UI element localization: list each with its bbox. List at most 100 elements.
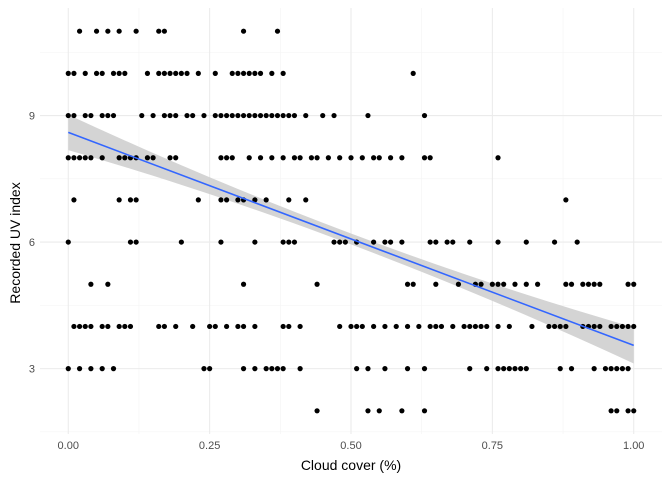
data-point [444,239,450,245]
data-point [161,112,167,119]
data-point [240,28,247,34]
data-point [314,155,320,161]
data-point [631,408,637,414]
data-point [218,197,224,203]
data-point [195,197,201,203]
x-tick-label: 0.00 [58,440,79,452]
data-point [286,197,292,203]
data-point [88,112,94,119]
data-point [495,323,501,330]
data-point [257,112,264,119]
data-point [240,70,247,76]
data-point [133,28,139,34]
data-point [110,112,117,119]
data-point [619,323,626,330]
data-point [150,112,156,119]
data-point [359,323,365,330]
data-point [88,281,94,287]
data-point [591,281,597,287]
data-point [342,239,348,245]
data-point [291,155,298,161]
data-point [161,70,167,76]
data-point [551,239,558,245]
data-point [65,239,71,245]
data-point [229,155,235,161]
data-point [99,155,105,161]
data-point [354,323,360,330]
data-point [201,366,207,372]
data-point [167,155,173,161]
data-point [82,323,88,330]
data-point [201,112,207,119]
data-point [274,28,281,34]
data-point [382,323,388,330]
data-point [563,197,569,203]
data-point [257,155,264,161]
data-point [246,112,252,119]
data-point [376,408,382,414]
data-point [99,112,105,119]
data-point [218,155,224,161]
y-axis-title: Recorded UV index [7,182,23,303]
data-point [218,239,224,245]
data-point [495,155,501,161]
data-point [608,366,614,372]
data-point [156,323,162,330]
data-point [291,112,298,119]
data-point [308,155,315,161]
data-point [122,155,128,161]
data-point [597,323,603,330]
data-point [224,155,230,161]
data-point [224,197,230,203]
data-point [229,70,235,76]
data-point [348,155,354,161]
data-point [501,281,507,287]
data-point [269,112,275,119]
data-point [252,197,258,203]
data-point [224,112,230,119]
data-point [65,155,71,161]
data-point [518,366,524,372]
data-point [71,155,77,161]
data-point [257,70,264,76]
data-point [512,281,518,287]
data-point [421,408,428,414]
data-point [337,239,343,245]
data-point [591,366,597,372]
data-point [478,281,484,287]
data-point [523,366,529,372]
data-point [427,155,433,161]
data-point [127,239,134,245]
y-tick-label: 3 [29,364,35,376]
data-point [235,197,241,203]
data-point [161,28,167,34]
data-point [240,112,247,119]
data-point [563,323,569,330]
data-point [331,239,337,245]
data-point [133,197,139,203]
data-point [614,323,620,330]
data-point [173,112,179,119]
data-point [365,112,371,119]
x-tick-label: 1.00 [623,440,644,452]
data-point [240,323,247,330]
data-point [88,323,94,330]
data-point [602,366,609,372]
data-point [438,323,445,330]
data-point [99,323,105,330]
data-point [337,155,343,161]
data-point [580,281,586,287]
data-point [156,28,162,34]
data-point [410,70,416,76]
data-point [535,281,541,287]
data-point [71,197,77,203]
data-point [512,366,518,372]
data-point [416,323,422,330]
data-point [314,408,320,414]
data-point [133,239,139,245]
data-point [127,323,134,330]
data-point [433,281,439,287]
data-point [568,366,575,372]
data-point [105,281,111,287]
data-point [235,70,241,76]
